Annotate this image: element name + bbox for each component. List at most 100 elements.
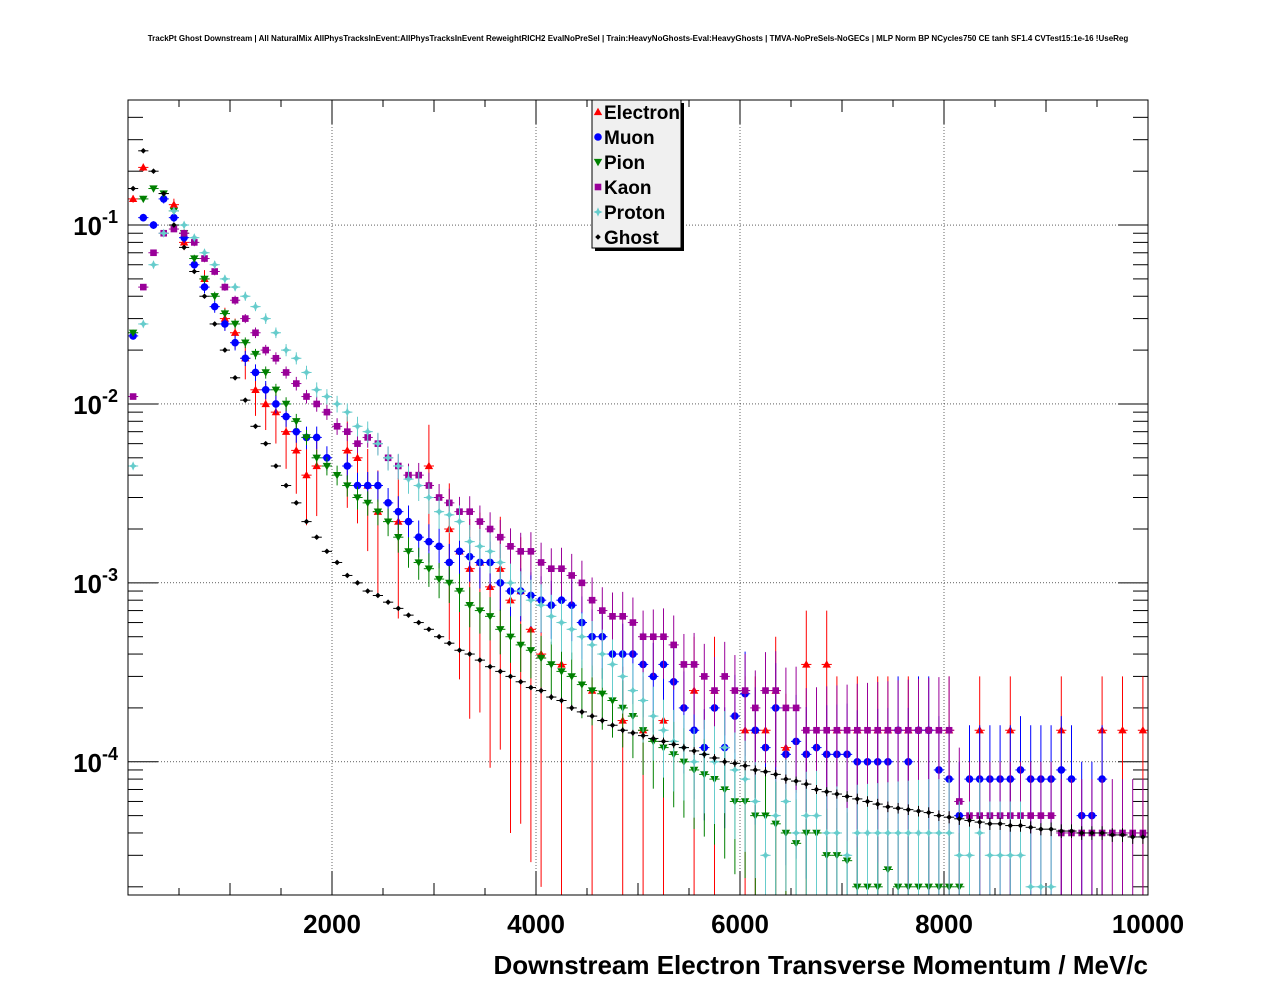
data-point <box>648 609 659 677</box>
data-point <box>546 641 557 695</box>
data-point <box>729 732 740 840</box>
data-point <box>791 666 802 793</box>
data-point <box>403 505 414 541</box>
data-point <box>546 594 557 645</box>
data-point <box>301 389 312 404</box>
data-point <box>872 798 883 810</box>
data-point <box>566 606 577 660</box>
data-point <box>750 765 761 775</box>
data-point <box>372 432 383 456</box>
data-point <box>332 395 343 413</box>
data-point <box>250 423 261 430</box>
data-point <box>342 475 353 497</box>
data-point <box>566 553 577 604</box>
series-muon <box>128 194 1108 895</box>
data-point <box>627 663 638 731</box>
data-point <box>750 762 761 879</box>
legend-box <box>591 99 682 249</box>
legend-label: Kaon <box>604 178 652 199</box>
legend-entry-muon: Muon <box>594 128 655 149</box>
data-point <box>995 817 1006 830</box>
data-point <box>434 496 445 529</box>
x-tick-labels: 2000 4000 6000 8000 10000 <box>303 909 1184 939</box>
data-point <box>638 672 649 743</box>
data-point <box>1107 828 1118 842</box>
data-point <box>505 528 516 569</box>
legend: Electron Muon Pion Kaon Proton Ghost <box>591 99 684 251</box>
x-axis-label: Downstream Electron Transverse Momentum … <box>493 950 1148 980</box>
data-point <box>597 717 608 724</box>
data-point <box>311 396 322 412</box>
data-point <box>1005 801 1016 895</box>
data-point <box>372 499 383 526</box>
data-point <box>760 767 771 777</box>
legend-label: Proton <box>604 203 665 224</box>
data-point <box>689 728 700 818</box>
data-point <box>230 295 241 305</box>
data-point <box>1066 824 1077 838</box>
data-point <box>209 321 220 327</box>
data-point <box>515 571 526 617</box>
data-point <box>413 472 424 501</box>
data-point <box>168 206 179 216</box>
data-point <box>128 185 139 192</box>
data-point <box>740 740 751 852</box>
data-point <box>893 802 904 814</box>
data-point <box>423 626 434 633</box>
data-point <box>219 347 230 353</box>
data-point <box>1117 828 1128 842</box>
data-point <box>882 801 893 813</box>
data-point <box>332 418 343 435</box>
x-tick-label: 2000 <box>303 909 361 939</box>
data-point <box>576 708 587 715</box>
data-point <box>342 403 353 422</box>
data-point <box>138 283 149 291</box>
data-point <box>219 283 230 291</box>
data-point <box>281 482 292 489</box>
data-point <box>556 547 567 596</box>
data-point <box>311 534 322 540</box>
data-point <box>1097 826 1108 840</box>
data-point <box>352 486 363 510</box>
data-point <box>444 640 455 646</box>
data-point <box>311 426 322 450</box>
data-point <box>464 587 475 628</box>
data-point <box>944 779 955 895</box>
x-tick-label: 8000 <box>915 909 973 939</box>
data-point <box>230 335 241 351</box>
data-point <box>434 528 445 569</box>
data-point <box>974 779 985 895</box>
data-point <box>566 704 577 711</box>
series-layer <box>128 148 1148 895</box>
data-point <box>413 619 424 626</box>
data-point <box>648 686 659 761</box>
data-point <box>270 395 281 414</box>
data-point <box>1035 832 1046 895</box>
data-point <box>627 729 638 736</box>
data-point <box>260 380 271 400</box>
data-point <box>352 580 363 586</box>
data-point <box>699 643 710 730</box>
data-point <box>240 350 251 367</box>
data-point <box>505 616 516 663</box>
data-point <box>485 533 496 574</box>
data-point <box>179 244 190 251</box>
data-point <box>923 779 934 895</box>
data-point <box>882 782 893 895</box>
data-point <box>729 759 740 768</box>
data-point <box>791 776 802 786</box>
data-point <box>199 248 210 258</box>
data-point <box>1056 824 1067 838</box>
data-point <box>270 352 281 365</box>
data-point <box>893 781 904 895</box>
data-point <box>209 300 220 313</box>
data-point <box>474 657 485 663</box>
data-point <box>444 499 455 534</box>
data-point <box>546 694 557 701</box>
legend-entry-ghost: Ghost <box>595 228 660 249</box>
data-point <box>740 761 751 771</box>
data-point <box>403 466 414 494</box>
series-kaon <box>128 225 1148 895</box>
data-point <box>923 807 934 818</box>
